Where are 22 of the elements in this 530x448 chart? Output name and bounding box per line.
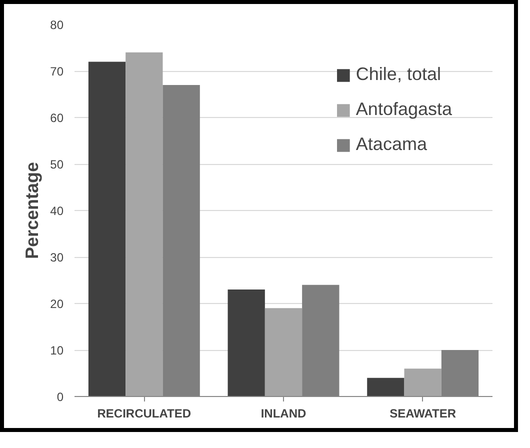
y-tick-label: 40	[50, 204, 64, 218]
legend-label: Atacama	[356, 134, 427, 155]
y-tick-label: 20	[50, 297, 64, 311]
bar	[264, 308, 302, 396]
x-tick-label: RECIRCULATED	[97, 406, 192, 420]
y-tick-label: 0	[56, 390, 64, 404]
legend-label: Antofagasta	[356, 99, 452, 120]
x-tick-label: SEAWATER	[390, 406, 456, 420]
x-tick-label: INLAND	[260, 406, 306, 420]
bar	[404, 368, 442, 396]
y-tick-label: 60	[50, 111, 64, 125]
legend-label: Chile, total	[356, 64, 441, 85]
y-tick-label: 10	[50, 344, 64, 358]
y-axis-title: Percentage	[22, 162, 42, 260]
y-tick-label: 30	[50, 250, 64, 264]
bar	[367, 378, 404, 396]
y-tick-label: 70	[50, 64, 64, 78]
bar	[228, 290, 265, 396]
y-tick-label: 50	[50, 158, 64, 172]
y-tick-label: 80	[50, 18, 64, 32]
bar	[126, 52, 163, 396]
bar	[88, 62, 126, 396]
